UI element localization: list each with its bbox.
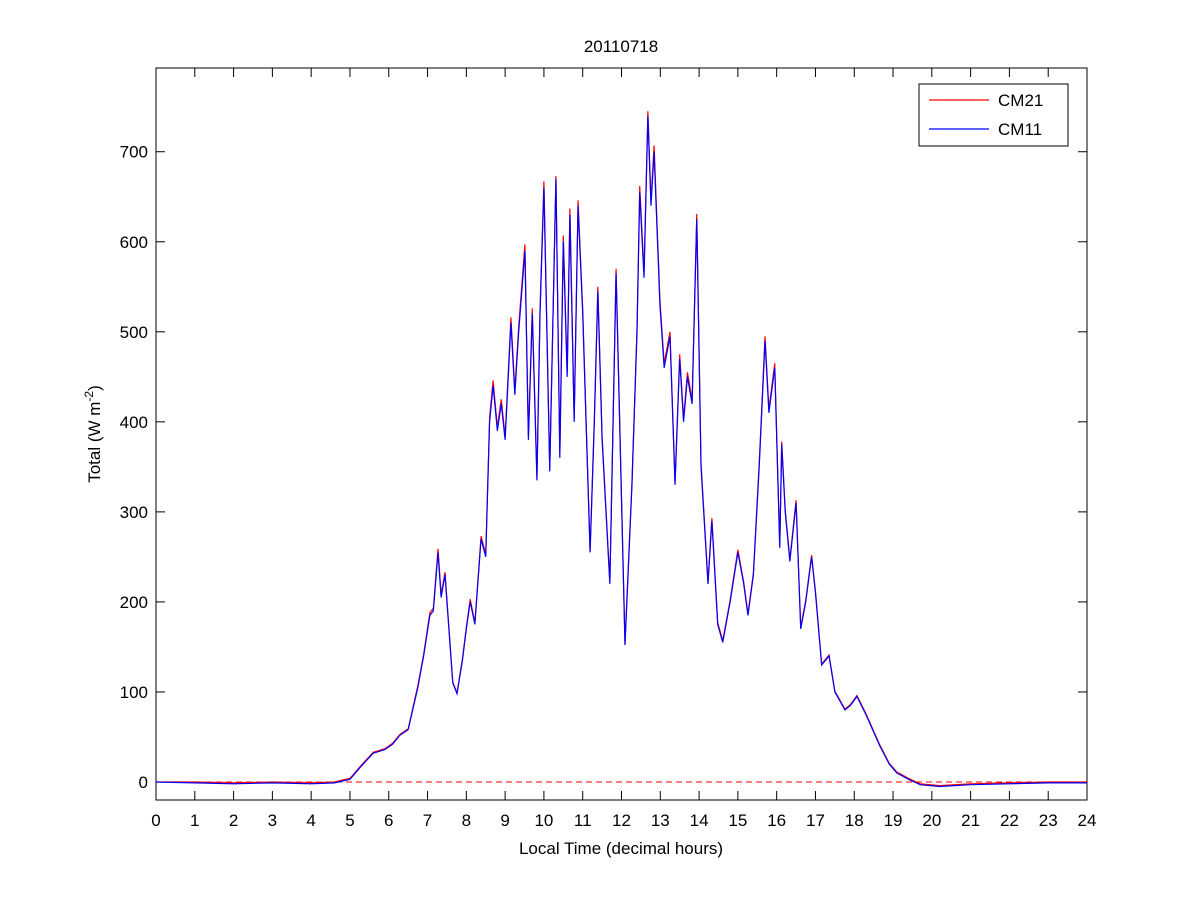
x-tick-label: 6 bbox=[384, 811, 393, 830]
y-tick-label: 600 bbox=[120, 233, 148, 252]
x-tick-label: 18 bbox=[845, 811, 864, 830]
legend-label: CM21 bbox=[998, 91, 1043, 110]
y-tick-label: 300 bbox=[120, 503, 148, 522]
x-tick-label: 11 bbox=[574, 811, 592, 830]
legend-label: CM11 bbox=[998, 120, 1042, 139]
x-tick-label: 12 bbox=[612, 811, 631, 830]
y-tick-label: 700 bbox=[120, 143, 148, 162]
x-tick-label: 14 bbox=[690, 811, 709, 830]
y-axis-label-sup: -2 bbox=[82, 391, 96, 402]
x-tick-label: 5 bbox=[345, 811, 354, 830]
series-line bbox=[155, 115, 1087, 788]
y-axis-label-part: Total (W m bbox=[85, 402, 104, 483]
x-tick-label: 15 bbox=[728, 811, 747, 830]
x-tick-label: 8 bbox=[462, 811, 471, 830]
x-tick-label: 3 bbox=[268, 811, 277, 830]
x-tick-label: 16 bbox=[767, 811, 786, 830]
x-tick-label: 4 bbox=[306, 811, 315, 830]
y-tick-label: 200 bbox=[120, 593, 148, 612]
x-tick-label: 2 bbox=[229, 811, 238, 830]
y-tick-label: 400 bbox=[120, 413, 148, 432]
x-tick-label: 7 bbox=[423, 811, 432, 830]
x-tick-label: 17 bbox=[806, 811, 825, 830]
x-tick-label: 24 bbox=[1078, 811, 1097, 830]
x-tick-label: 0 bbox=[151, 811, 160, 830]
y-tick-label: 500 bbox=[120, 323, 148, 342]
x-tick-label: 21 bbox=[961, 811, 980, 830]
x-tick-label: 10 bbox=[534, 811, 553, 830]
x-tick-label: 19 bbox=[884, 811, 903, 830]
x-tick-label: 13 bbox=[651, 811, 670, 830]
x-tick-label: 23 bbox=[1039, 811, 1058, 830]
legend-box bbox=[918, 83, 1069, 147]
plot-frame bbox=[155, 67, 1088, 801]
y-axis-label-part: ) bbox=[85, 385, 104, 391]
y-axis-label: Total (W m-2) bbox=[82, 385, 104, 483]
chart-title: 20110718 bbox=[584, 37, 658, 56]
x-tick-label: 1 bbox=[190, 811, 199, 830]
x-tick-label: 20 bbox=[922, 811, 941, 830]
y-tick-label: 100 bbox=[120, 683, 148, 702]
x-tick-label: 9 bbox=[500, 811, 509, 830]
x-tick-label: 22 bbox=[1000, 811, 1019, 830]
y-tick-label: 0 bbox=[139, 773, 148, 792]
x-axis-label: Local Time (decimal hours) bbox=[519, 839, 723, 858]
